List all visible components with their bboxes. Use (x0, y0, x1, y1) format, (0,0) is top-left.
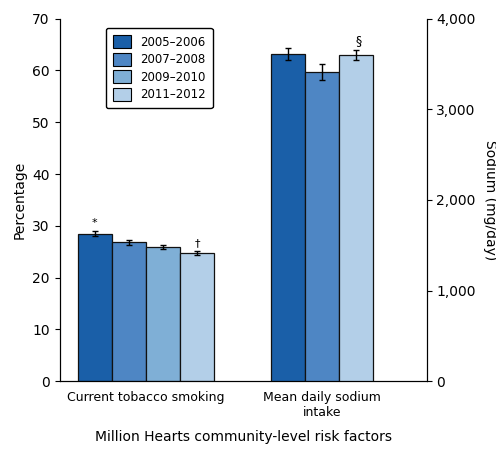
X-axis label: Million Hearts community-level risk factors: Million Hearts community-level risk fact… (95, 430, 391, 444)
Bar (180, 253, 214, 381)
Y-axis label: Sodium (mg/day): Sodium (mg/day) (483, 140, 496, 260)
Y-axis label: Percentage: Percentage (12, 161, 27, 239)
Bar (146, 247, 180, 381)
Bar (271, 54, 305, 381)
Legend: 2005–2006, 2007–2008, 2009–2010, 2011–2012: 2005–2006, 2007–2008, 2009–2010, 2011–20… (106, 28, 213, 108)
Bar (339, 55, 373, 381)
Text: †: † (194, 238, 200, 248)
Bar (112, 242, 146, 381)
Text: §: § (355, 34, 362, 47)
Text: *: * (92, 219, 98, 228)
Bar (78, 233, 112, 381)
Bar (305, 72, 339, 381)
